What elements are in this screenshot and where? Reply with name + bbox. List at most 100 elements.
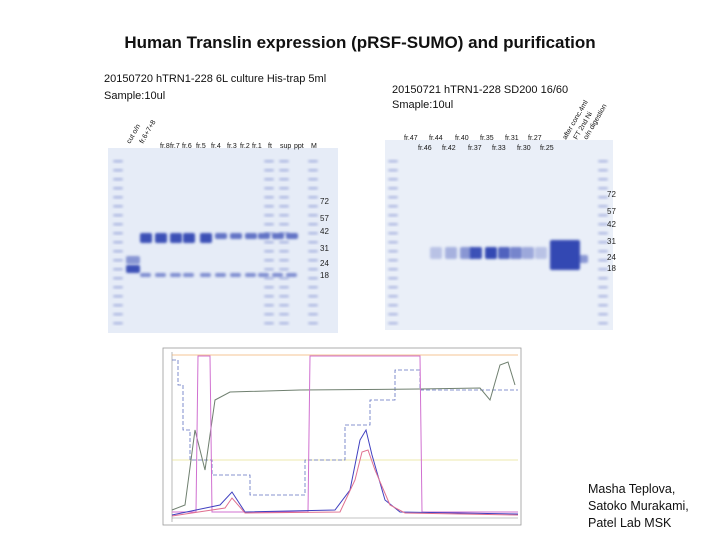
- band: [264, 268, 274, 271]
- band: [113, 196, 123, 199]
- chromatogram: [162, 347, 522, 526]
- band: [215, 233, 227, 239]
- band: [264, 187, 274, 190]
- trace: [171, 361, 516, 511]
- band: [598, 214, 608, 217]
- band: [155, 233, 167, 243]
- band: [388, 322, 398, 325]
- lane-label: sup: [280, 143, 291, 150]
- band: [279, 295, 289, 298]
- band: [308, 259, 318, 262]
- band: [308, 187, 318, 190]
- credit: Masha Teplova,: [588, 482, 675, 496]
- band: [113, 295, 123, 298]
- marker-label: 18: [607, 264, 616, 273]
- band: [308, 160, 318, 163]
- band: [598, 232, 608, 235]
- marker-label: 42: [607, 220, 616, 229]
- band: [279, 259, 289, 262]
- band: [113, 187, 123, 190]
- band: [113, 268, 123, 271]
- band: [279, 313, 289, 316]
- marker-label: 31: [320, 244, 329, 253]
- marker-label: 31: [607, 237, 616, 246]
- band: [264, 205, 274, 208]
- band: [598, 277, 608, 280]
- band: [264, 214, 274, 217]
- band: [264, 295, 274, 298]
- band: [598, 286, 608, 289]
- marker-label: 42: [320, 227, 329, 236]
- lane-label: fr.6: [182, 143, 192, 150]
- lane-label: fr.35: [480, 135, 494, 142]
- gel1-caption: 20150720 hTRN1-228 6L culture His-trap 5…: [104, 73, 326, 85]
- trace: [172, 359, 518, 496]
- band: [113, 304, 123, 307]
- band: [113, 286, 123, 289]
- band: [140, 273, 151, 277]
- band: [113, 250, 123, 253]
- band: [272, 273, 283, 277]
- band: [258, 273, 269, 277]
- band: [279, 178, 289, 181]
- band: [388, 196, 398, 199]
- band: [598, 268, 608, 271]
- lane-label: fr.1: [252, 143, 262, 150]
- band: [279, 241, 289, 244]
- band: [308, 178, 318, 181]
- band: [388, 259, 398, 262]
- band: [598, 169, 608, 172]
- lane-label: fr.30: [517, 145, 531, 152]
- band: [308, 223, 318, 226]
- band: [388, 187, 398, 190]
- band: [598, 304, 608, 307]
- lane-label: ppt: [294, 143, 304, 150]
- marker-label: 72: [607, 190, 616, 199]
- band: [388, 268, 398, 271]
- band: [264, 223, 274, 226]
- band: [430, 247, 442, 259]
- lane-label: fr.3: [227, 143, 237, 150]
- gel2-caption: 20150721 hTRN1-228 SD200 16/60: [392, 84, 568, 96]
- band: [598, 205, 608, 208]
- band: [308, 232, 318, 235]
- band: [264, 169, 274, 172]
- band: [279, 286, 289, 289]
- band: [388, 277, 398, 280]
- band: [388, 160, 398, 163]
- band: [388, 286, 398, 289]
- band: [388, 223, 398, 226]
- band: [308, 313, 318, 316]
- band: [272, 233, 284, 239]
- band: [550, 240, 580, 270]
- band: [470, 247, 482, 259]
- band: [264, 322, 274, 325]
- band: [126, 265, 140, 273]
- band: [279, 205, 289, 208]
- lane-label: ft: [268, 143, 272, 150]
- band: [113, 178, 123, 181]
- band: [215, 273, 226, 277]
- band: [388, 214, 398, 217]
- band: [264, 196, 274, 199]
- band: [113, 205, 123, 208]
- lane-label: fr.46: [418, 145, 432, 152]
- band: [113, 241, 123, 244]
- band: [113, 223, 123, 226]
- band: [279, 223, 289, 226]
- band: [308, 205, 318, 208]
- lane-label: fr.7: [170, 143, 180, 150]
- band: [264, 286, 274, 289]
- band: [598, 223, 608, 226]
- gel1-bands: [113, 160, 318, 325]
- band: [598, 259, 608, 262]
- lane-label: fr.42: [442, 145, 456, 152]
- band: [113, 322, 123, 325]
- band: [388, 304, 398, 307]
- band: [460, 247, 472, 259]
- band: [258, 233, 270, 239]
- band: [308, 277, 318, 280]
- band: [264, 250, 274, 253]
- band: [308, 196, 318, 199]
- band: [308, 322, 318, 325]
